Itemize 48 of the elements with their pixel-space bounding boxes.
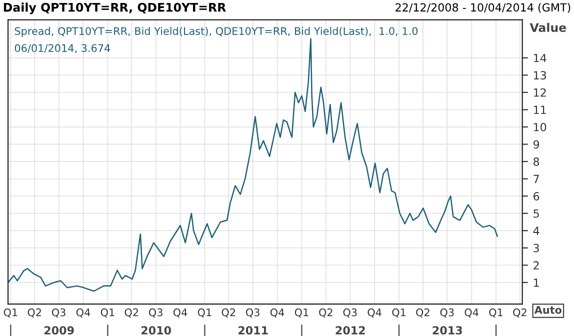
x-tick-label: Q4	[368, 308, 382, 318]
x-tick-label: Q3	[440, 308, 454, 318]
x-tick-label: Q1	[294, 308, 308, 318]
x-tick-label: Q4	[173, 308, 188, 318]
x-tick-label: Q1	[198, 308, 212, 318]
y-tick-label: 5	[534, 209, 539, 218]
y-tick-label: 6	[534, 192, 540, 200]
x-tick-label: Q4	[464, 308, 478, 318]
annotation: 06/01/2014, 3.674	[14, 44, 110, 54]
y-tick-label: 9	[533, 140, 540, 149]
x-tick-label: Q1	[4, 308, 18, 318]
x2-tick-label: 2009	[44, 326, 74, 335]
x-tick-label: Q1	[392, 308, 406, 318]
x-tick-label: Q2	[513, 308, 526, 318]
y-tick-label: 1	[534, 278, 539, 287]
x-tick-label: Q3	[148, 308, 162, 318]
x-tick-label: Q1	[489, 308, 502, 318]
chart-subtitle: 22/12/2008 - 10/04/2014 (GMT)	[396, 3, 570, 13]
y-tick-label: 12	[534, 88, 546, 97]
y-tick-label: 3	[534, 244, 539, 252]
x-tick-label: Q3	[343, 308, 357, 318]
x-tick-label: Q4	[76, 308, 90, 318]
x-tick-label: Q2	[28, 308, 41, 318]
y-tick-label: 4	[533, 226, 540, 235]
y-tick-label: 11	[534, 106, 546, 114]
y-tick-label: 10	[534, 122, 546, 132]
x-tick-label: Q3	[52, 308, 66, 318]
y-tick-label: 7	[534, 174, 539, 184]
x-tick-label: Q3	[246, 308, 260, 318]
x-tick-label: Q2	[222, 308, 236, 318]
x-tick-label: Q2	[319, 308, 332, 318]
y-tick-label: 8	[534, 157, 540, 166]
x2-tick-label: 2011	[238, 326, 268, 335]
y-tick-label: 14	[534, 54, 546, 62]
x2-tick-label: 2012	[336, 326, 365, 335]
line-series	[8, 38, 498, 292]
x2-tick-label: 2013	[432, 326, 462, 335]
text: Auto	[534, 306, 562, 314]
x-tick-label: Q2	[124, 308, 138, 318]
x-tick-label: Q2	[416, 308, 430, 318]
text: Spread, QPT10YT=RR, Bid Yield(Last), QDE10YT=RR, Bid Yield(Last), 1.0, 1.0	[14, 26, 418, 38]
x-tick-label: Q1	[100, 308, 114, 318]
x2-tick-label: 2010	[142, 326, 172, 335]
chart-title: Daily QPT10YT=RR, QDE10YT=RR	[4, 2, 226, 14]
x-tick-label: Q4	[270, 308, 284, 318]
y-tick-label: 2	[534, 261, 539, 270]
y-tick-label: 13	[534, 71, 546, 80]
y-axis-title: Value	[530, 22, 566, 32]
